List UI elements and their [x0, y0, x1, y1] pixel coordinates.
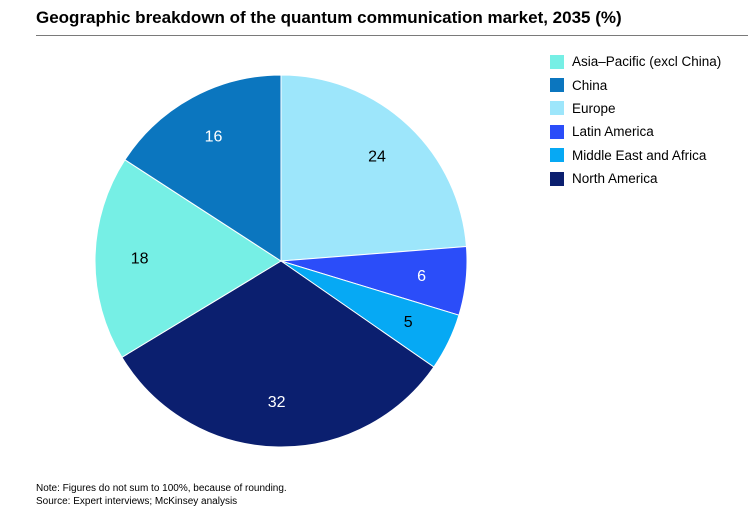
- slice-data-label: 32: [268, 394, 286, 411]
- legend-swatch: [550, 101, 564, 116]
- legend-item-china: China: [550, 73, 721, 96]
- legend-item-middle-east-africa: Middle East and Africa: [550, 144, 721, 167]
- legend-item-asia-pacific: Asia–Pacific (excl China): [550, 50, 721, 73]
- slice-data-label: 5: [404, 314, 413, 331]
- legend-item-latin-america: Latin America: [550, 120, 721, 143]
- legend-swatch: [550, 171, 564, 186]
- slice-data-label: 18: [131, 250, 149, 267]
- footnote: Note: Figures do not sum to 100%, becaus…: [36, 483, 287, 508]
- legend-swatch: [550, 54, 564, 69]
- slice-data-label: 6: [417, 268, 426, 285]
- legend-item-north-america: North America: [550, 167, 721, 190]
- source-text: Source: Expert interviews; McKinsey anal…: [36, 495, 238, 507]
- legend-swatch: [550, 148, 564, 163]
- legend-label: Latin America: [572, 124, 654, 140]
- note-text: Note: Figures do not sum to 100%, becaus…: [36, 483, 287, 494]
- legend: Asia–Pacific (excl China) China Europe L…: [550, 50, 721, 190]
- slice-data-label: 16: [205, 128, 223, 145]
- slice-data-label: 24: [368, 149, 386, 166]
- legend-swatch: [550, 78, 564, 93]
- legend-label: China: [572, 77, 608, 93]
- pie-slice-north-america: [121, 260, 435, 448]
- legend-swatch: [550, 124, 564, 139]
- legend-item-europe: Europe: [550, 97, 721, 120]
- title-divider: [36, 35, 748, 36]
- chart-title: Geographic breakdown of the quantum comm…: [36, 8, 622, 27]
- legend-label: Asia–Pacific (excl China): [572, 54, 722, 70]
- legend-label: Europe: [572, 100, 616, 116]
- pie-slice-asia-pacific-excl-china: [94, 159, 282, 359]
- pie-slice-china: [124, 74, 282, 262]
- legend-label: North America: [572, 171, 658, 187]
- pie-slice-europe: [280, 74, 467, 262]
- legend-label: Middle East and Africa: [572, 147, 707, 163]
